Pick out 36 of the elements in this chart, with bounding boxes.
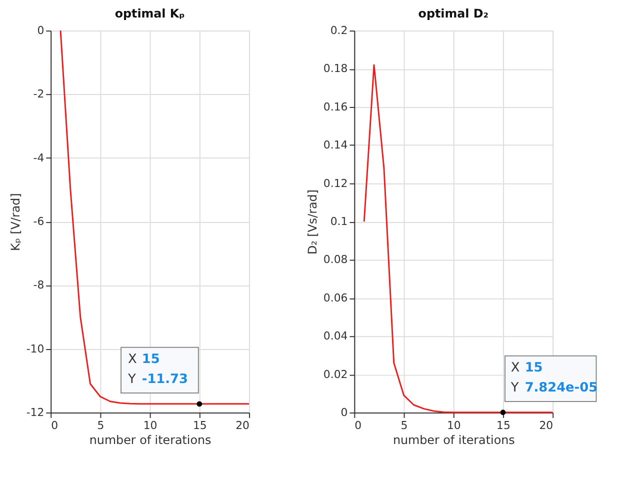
x-tick-label: 20 [236,418,250,432]
x-tick-label: 10 [143,418,158,432]
x-tick-label: 5 [97,418,104,432]
y-tick-label: -10 [26,342,44,356]
x-tick-label: 0 [354,418,362,432]
y-tick-label: -8 [33,278,44,292]
x-tick-label: 0 [51,418,58,432]
chart-title: optimal D₂ [418,6,488,21]
x-axis-title: number of iterations [392,432,515,447]
y-tick-label: -4 [33,151,44,164]
y-tick-label: 0.16 [323,100,348,114]
y-tick-label: 0 [340,406,348,419]
y-tick-label: -12 [26,406,44,419]
y-tick-label: 0.06 [323,291,348,304]
y-tick-label: 0.1 [330,215,348,228]
x-axis-title: number of iterations [89,432,212,447]
y-tick-label: 0.14 [323,138,348,152]
annotation: X 15 Y 7.824e-05 [510,360,598,396]
x-tick-label: 5 [400,418,408,432]
y-tick-label: 0 [37,24,44,38]
y-tick-label: 0.18 [323,62,348,76]
y-tick-label: 0.12 [323,176,348,190]
y-axis-title: Kₚ [V/rad] [8,193,22,251]
x-tick-label: 15 [496,418,510,432]
x-tick-label: 15 [192,418,207,432]
y-axis-title: D₂ [Vs/rad] [305,190,320,255]
x-tick-label: 20 [539,418,554,432]
annotation: X 15 Y -11.73 [126,352,188,388]
y-tick-label: 0.08 [323,253,348,266]
x-tick-label: 10 [446,418,461,432]
y-tick-label: -6 [33,215,44,228]
y-tick-label: 0.04 [323,330,348,343]
y-tick-label: 0.2 [330,24,348,38]
y-tick-label: 0.02 [323,368,348,381]
y-tick-label: -2 [33,88,44,101]
chart-title: optimal Kₚ [114,6,186,21]
